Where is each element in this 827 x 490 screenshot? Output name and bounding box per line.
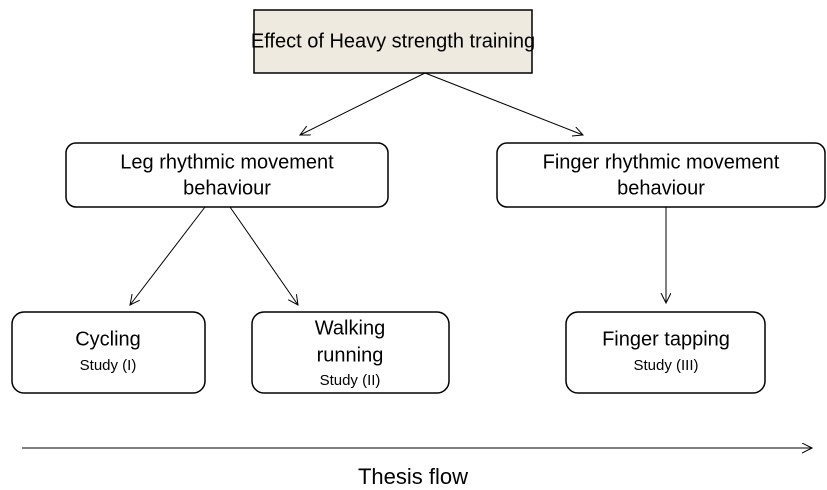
leg-box: [65, 142, 389, 208]
arrow: [130, 206, 206, 305]
flow-label: Thesis flow: [358, 464, 468, 489]
node-label: behaviour: [617, 177, 705, 199]
study-label: Study (I): [80, 357, 137, 374]
node-label: running: [317, 344, 384, 366]
node-label: Effect of Heavy strength training: [251, 30, 535, 52]
node-label: Walking: [315, 317, 385, 339]
arrow: [424, 72, 583, 135]
node-label: Leg rhythmic movement: [120, 151, 334, 173]
root-box: [253, 9, 533, 74]
finger-box: [496, 142, 826, 208]
node-label: Finger tapping: [602, 328, 730, 350]
study-label: Study (III): [633, 357, 698, 374]
cycling-box: [11, 311, 206, 394]
node-label: Finger rhythmic movement: [543, 151, 780, 173]
node-label: Cycling: [75, 328, 141, 350]
walking-box: [251, 311, 450, 394]
arrow: [300, 72, 426, 135]
study-label: Study (II): [320, 372, 381, 389]
arrow: [229, 206, 298, 305]
tapping-box: [565, 311, 766, 394]
node-label: behaviour: [183, 177, 271, 199]
